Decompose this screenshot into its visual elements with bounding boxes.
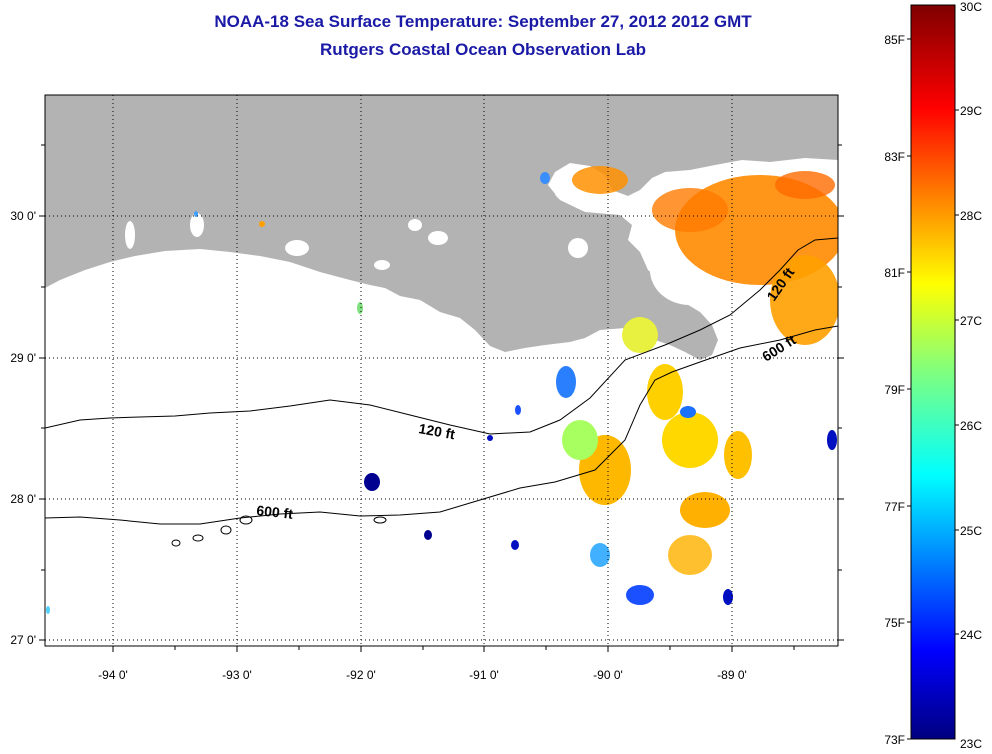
colorbar-c-30: 30C <box>960 0 982 14</box>
colorbar-c-23: 23C <box>960 737 982 751</box>
contour-label-600ft: 600 ft <box>256 502 294 522</box>
lon-label-89: -89 0' <box>717 668 747 682</box>
contour-label-120ft: 120 ft <box>417 420 456 442</box>
land-mass <box>45 95 838 360</box>
colorbar-c-27: 27C <box>960 314 982 328</box>
sst-data-patches <box>46 166 838 614</box>
axis-ticks <box>39 144 844 652</box>
lon-label-94: -94 0' <box>98 668 128 682</box>
lat-label-30: 30 0' <box>10 209 36 223</box>
colorbar-f-75: 75F <box>884 616 905 630</box>
lat-label-29: 29 0' <box>10 351 36 365</box>
lat-label-27: 27 0' <box>10 633 36 647</box>
lon-label-92: -92 0' <box>346 668 376 682</box>
map-title: NOAA-18 Sea Surface Temperature: Septemb… <box>214 12 752 31</box>
contour-600ft <box>45 325 838 525</box>
colorbar-f-85: 85F <box>884 33 905 47</box>
colorbar-f-77: 77F <box>884 500 905 514</box>
lat-label-28: 28 0' <box>10 492 36 506</box>
colorbar-c-28: 28C <box>960 209 982 223</box>
contour-120ft <box>45 237 838 435</box>
colorbar-c-26: 26C <box>960 419 982 433</box>
colorbar-c-24: 24C <box>960 628 982 642</box>
graticule <box>45 95 838 646</box>
map-frame <box>44 94 839 647</box>
colorbar-f-73: 73F <box>884 733 905 747</box>
colorbar-c-29: 29C <box>960 104 982 118</box>
colorbar-f-83: 83F <box>884 150 905 164</box>
colorbar-c-25: 25C <box>960 524 982 538</box>
colorbar <box>910 4 956 740</box>
colorbar-f-79: 79F <box>884 383 905 397</box>
map-subtitle: Rutgers Coastal Ocean Observation Lab <box>320 40 646 59</box>
colorbar-f-81: 81F <box>884 266 905 280</box>
lon-label-90: -90 0' <box>593 668 623 682</box>
colorbar-ticks <box>907 38 959 740</box>
lon-label-93: -93 0' <box>222 668 252 682</box>
lon-label-91: -91 0' <box>469 668 499 682</box>
